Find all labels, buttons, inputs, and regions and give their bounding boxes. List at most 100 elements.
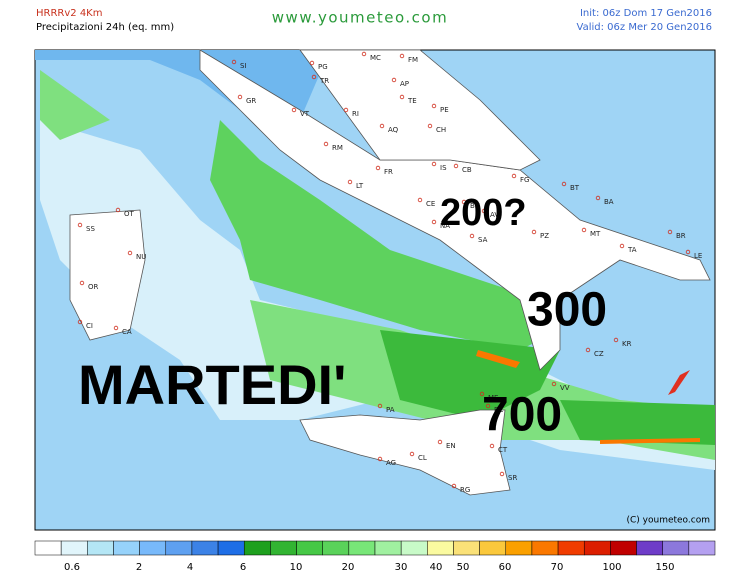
city-label: PE [440,106,449,114]
city-label: PG [318,63,328,71]
city-label: BN [470,202,480,210]
init-label: Init: 06z Dom 17 Gen2016 [580,8,712,19]
colorbar-cell [479,540,507,556]
colorbar-cell [348,540,376,556]
colorbar-cell [113,540,140,556]
city-labels: SI PG MC FM AP TR TE VT RI PE GR AQ CH RM IS CB FG FR LT CE… [77,51,702,494]
city-marker [619,243,625,249]
city-label: MT [590,230,601,238]
city-marker [561,181,567,187]
city-label: RC [494,406,504,414]
rain-band [40,70,110,140]
city-marker [343,107,349,113]
city-label: OT [124,210,135,218]
city-label: NU [136,253,146,261]
colorbar-label: 40 [430,562,443,573]
city-marker [309,60,315,66]
colorbar-label: 100 [602,562,621,573]
city-marker [461,199,467,205]
heavy-rain [668,370,690,395]
city-marker [231,59,237,65]
city-marker [585,347,591,353]
colorbar: 0.6 2 4 6 10 20 30 40 50 60 70 100 150 [34,540,716,573]
city-marker [551,381,557,387]
city-marker [511,173,517,179]
colorbar-cell [662,540,690,556]
city-marker [437,439,443,445]
city-label: CH [436,126,446,134]
city-marker [451,483,457,489]
copyright: (C) youmeteo.com [626,516,710,526]
colorbar-cell [270,540,297,556]
city-label: LE [694,252,702,260]
city-marker [113,325,119,331]
city-label: PA [386,406,395,414]
colorbar-cell [688,540,716,556]
city-label: FR [384,168,393,176]
city-label: MC [370,54,381,62]
colorbar-cell [34,540,62,556]
city-marker [531,229,537,235]
city-marker [77,319,83,325]
city-label: EN [446,442,456,450]
city-label: ME [488,394,498,402]
colorbar-cell [165,540,193,556]
city-label: AQ [388,126,399,134]
city-label: TE [407,97,417,105]
city-marker [417,197,423,203]
city-label: BA [604,198,614,206]
annotation: MARTEDI' [78,353,346,416]
city-marker [323,141,329,147]
city-marker [361,51,367,57]
colorbar-cell [531,540,559,556]
colorbar-cell [322,540,350,556]
city-marker [431,219,437,225]
city-label: SS [86,225,95,233]
city-label: CE [426,200,435,208]
city-marker [581,227,587,233]
city-marker [595,195,601,201]
city-marker [77,222,83,228]
heavy-rain [476,350,520,368]
city-label: NA [440,222,450,230]
city-label: AG [386,459,396,467]
colorbar-cell [374,540,402,556]
city-label: CL [418,454,427,462]
colorbar-cell [139,540,167,556]
city-marker [613,337,619,343]
city-marker [347,179,353,185]
city-label: IS [440,164,447,172]
colorbar-cell [87,540,114,556]
city-marker [479,391,485,397]
colorbar-cell [557,540,585,556]
city-marker [379,123,385,129]
field-label: Precipitazioni 24h (eq. mm) [36,22,174,33]
map [34,49,716,531]
city-marker [667,229,673,235]
colorbar-cell [296,540,323,556]
city-label: GR [246,97,256,105]
city-marker [499,471,505,477]
city-marker [79,280,85,286]
city-label: AP [400,80,409,88]
colorbar-cell [505,540,533,556]
colorbar-cell [191,540,219,556]
colorbar-cell [453,540,480,556]
city-marker [481,208,487,214]
city-marker [399,94,405,100]
city-label: SA [478,236,488,244]
city-marker [427,123,433,129]
colorbar-label: 4 [187,562,193,573]
colorbar-label: 10 [290,562,303,573]
city-marker [115,207,121,213]
colorbar-cell [217,540,245,556]
rain-band [210,120,560,350]
valid-label: Valid: 06z Mer 20 Gen2016 [577,22,712,33]
model-label: HRRRv2 4Km [36,8,102,19]
heavy-rain [600,438,700,444]
city-marker [237,94,243,100]
rain-band [380,330,560,420]
city-label: SR [508,474,517,482]
city-marker [431,161,437,167]
